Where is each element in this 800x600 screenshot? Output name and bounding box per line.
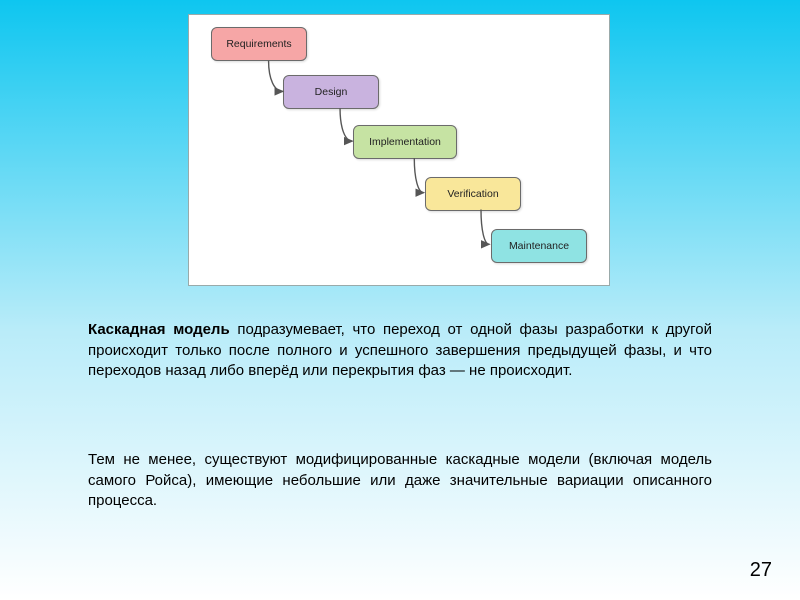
stage-requirements: Requirements (211, 27, 307, 61)
stage-maintenance: Maintenance (491, 229, 587, 263)
arrow-requirements-to-design (269, 61, 283, 92)
page-number: 27 (750, 559, 772, 582)
stage-design: Design (283, 75, 379, 109)
paragraph-1-lead: Каскадная модель (88, 321, 230, 338)
paragraph-1: Каскадная модель подразумевает, что пере… (88, 320, 712, 382)
paragraph-2: Тем не менее, существуют модифицированны… (88, 450, 712, 512)
arrow-design-to-implementation (340, 108, 352, 141)
stage-verification: Verification (425, 177, 521, 211)
waterfall-diagram: Requirements Design Implementation Verifica… (188, 14, 610, 286)
arrow-implementation-to-verification (414, 158, 424, 193)
arrow-verification-to-maintenance (481, 210, 489, 245)
stage-implementation: Implementation (353, 125, 457, 159)
